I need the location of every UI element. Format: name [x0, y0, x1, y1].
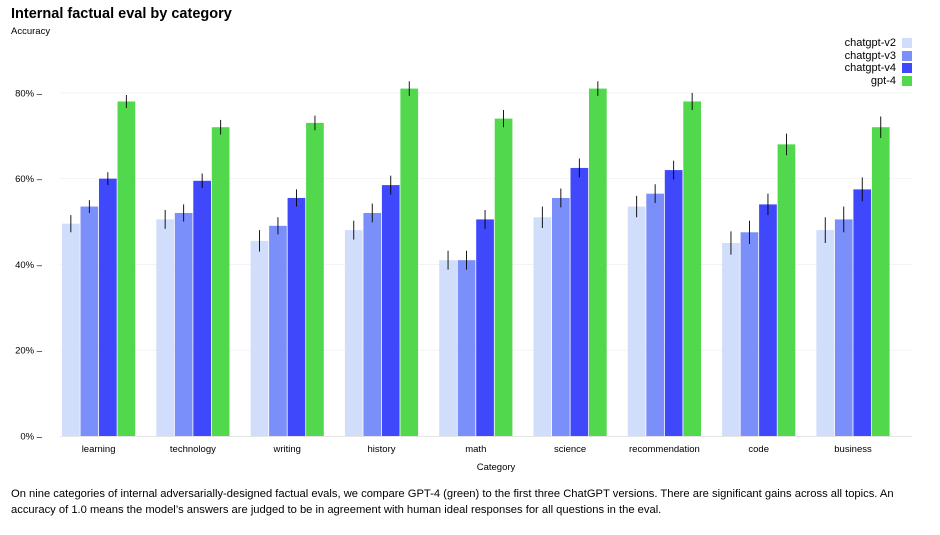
bar [627, 206, 646, 436]
legend-label: chatgpt-v3 [844, 49, 896, 62]
x-tick-label: history [368, 444, 396, 455]
legend-swatch [902, 76, 912, 87]
bar [759, 204, 777, 436]
x-tick-label: business [834, 444, 872, 455]
chart-title: Internal factual eval by category [11, 6, 232, 22]
legend-swatch [902, 63, 912, 74]
bar [646, 193, 664, 436]
legend-swatch [902, 38, 912, 49]
legend-label: chatgpt-v4 [844, 62, 896, 75]
bar [287, 197, 306, 436]
bar [211, 127, 230, 436]
bar [834, 219, 853, 436]
x-axis-label: Category [477, 462, 516, 473]
x-tick-label: learning [82, 444, 116, 455]
bar [250, 240, 269, 436]
legend-entry: gpt-4 [845, 75, 912, 88]
bar [62, 223, 80, 436]
bar [683, 101, 701, 436]
y-tick-label: 40% – [15, 260, 43, 271]
legend-entry: chatgpt-v4 [845, 62, 912, 75]
bar [740, 232, 759, 436]
legend-entry: chatgpt-v2 [845, 37, 912, 50]
bar [363, 212, 382, 436]
bar [344, 230, 363, 436]
bar [80, 206, 99, 436]
bar [589, 88, 607, 436]
x-tick-label: technology [170, 444, 216, 455]
bar [476, 219, 494, 436]
y-tick-label: 60% – [15, 174, 43, 185]
bar-chart: 0% – 20% – 40% – 60% – 80% – learning technolo… [15, 81, 912, 473]
bar [664, 170, 683, 437]
bar [439, 260, 457, 436]
bar [871, 127, 890, 436]
bar [722, 243, 740, 436]
bar [99, 178, 117, 436]
bar [174, 212, 193, 436]
y-tick-label: 20% – [15, 346, 43, 357]
bar [533, 217, 552, 436]
y-tick-label: 0% – [20, 432, 42, 443]
bar [269, 225, 287, 436]
x-tick-label: writing [272, 444, 300, 455]
bar [400, 88, 419, 436]
bar [193, 180, 211, 436]
y-tick-label: 80% – [15, 88, 43, 99]
x-tick-label: science [554, 444, 586, 455]
legend-label: gpt-4 [870, 75, 896, 88]
legend: chatgpt-v2 chatgpt-v3 chatgpt-v4 gpt-4 [845, 37, 912, 87]
bar [777, 144, 796, 436]
legend-label: chatgpt-v2 [844, 37, 896, 50]
legend-swatch [902, 50, 912, 61]
bar [381, 185, 400, 436]
legend-entry: chatgpt-v3 [845, 50, 912, 63]
bar [156, 219, 174, 436]
x-tick-label: recommendation [629, 444, 700, 455]
bar [552, 197, 570, 436]
bar [494, 118, 513, 436]
x-tick-label: math [465, 444, 486, 455]
bar [457, 260, 476, 436]
bar [117, 101, 136, 436]
bar [816, 230, 835, 436]
bar [306, 122, 324, 437]
caption: On nine categories of internal adversari… [11, 488, 894, 516]
y-axis-label: Accuracy [11, 26, 51, 37]
bar [853, 189, 872, 436]
x-tick-label: code [748, 444, 769, 455]
bar [570, 167, 589, 436]
